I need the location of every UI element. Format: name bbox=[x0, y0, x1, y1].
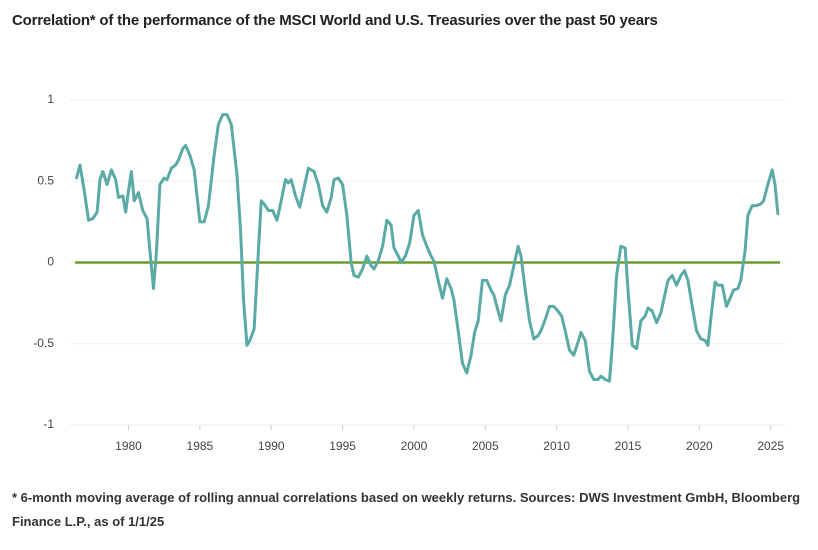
footnote: * 6-month moving average of rolling annu… bbox=[12, 490, 801, 529]
x-tick-label: 2005 bbox=[472, 439, 499, 453]
x-tick-label: 1985 bbox=[187, 439, 214, 453]
x-tick-label: 1995 bbox=[329, 439, 356, 453]
x-tick-label: 1980 bbox=[115, 439, 142, 453]
correlation-line bbox=[75, 113, 780, 383]
chart-title: Correlation* of the performance of the M… bbox=[12, 12, 658, 29]
y-tick-label: 0 bbox=[47, 255, 54, 269]
x-tick-label: 2000 bbox=[401, 439, 428, 453]
x-tick-label: 1990 bbox=[258, 439, 285, 453]
x-tick-label: 2025 bbox=[757, 439, 784, 453]
y-tick-label: 0.5 bbox=[37, 173, 54, 187]
x-tick-label: 2015 bbox=[615, 439, 642, 453]
x-tick-label: 2020 bbox=[686, 439, 713, 453]
y-tick-label: 1 bbox=[47, 92, 54, 106]
y-tick-label: -0.5 bbox=[33, 336, 54, 350]
x-tick-label: 2010 bbox=[543, 439, 570, 453]
y-tick-label: -1 bbox=[43, 417, 54, 431]
